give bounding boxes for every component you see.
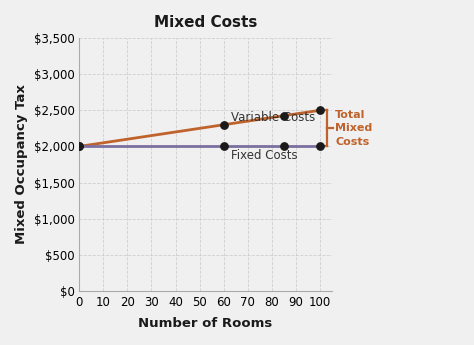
Text: Total
Mixed
Costs: Total Mixed Costs <box>335 110 372 147</box>
Point <box>280 144 288 149</box>
Text: Variable Costs: Variable Costs <box>231 111 315 124</box>
Point <box>316 144 324 149</box>
Point <box>220 122 228 128</box>
Text: Fixed Costs: Fixed Costs <box>231 149 298 161</box>
Point <box>220 144 228 149</box>
Title: Mixed Costs: Mixed Costs <box>154 15 257 30</box>
Point <box>280 113 288 118</box>
Point <box>316 108 324 113</box>
Point <box>75 144 83 149</box>
X-axis label: Number of Rooms: Number of Rooms <box>138 317 273 330</box>
Point <box>75 144 83 149</box>
Y-axis label: Mixed Occupancy Tax: Mixed Occupancy Tax <box>15 85 28 244</box>
